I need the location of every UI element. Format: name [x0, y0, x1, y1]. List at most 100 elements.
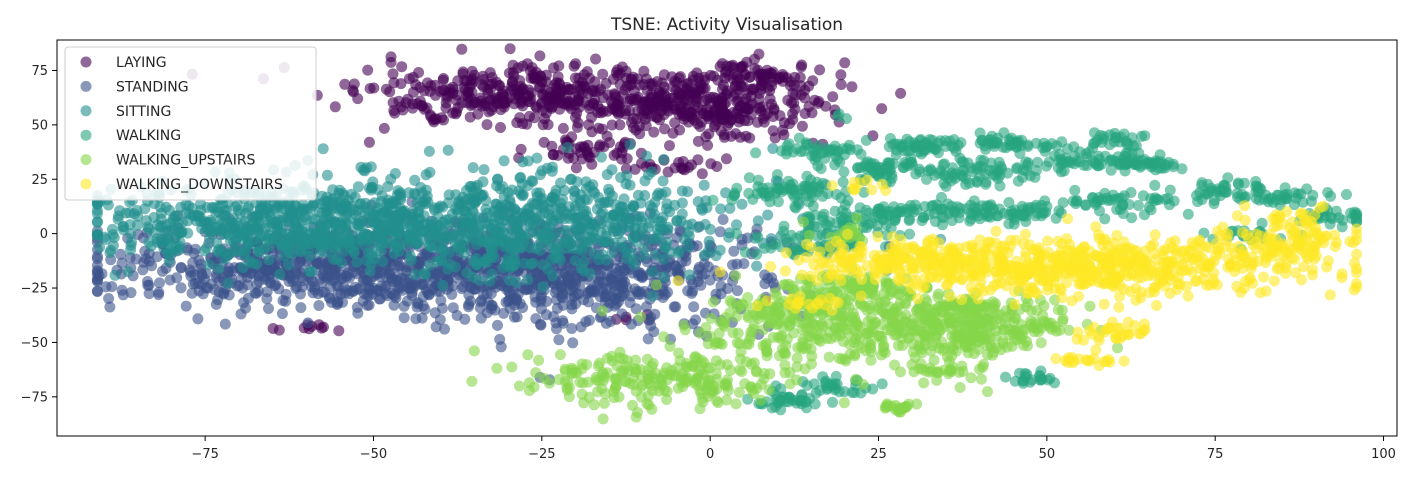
series-walking [707, 108, 1363, 416]
data-point [171, 272, 183, 284]
data-point [263, 303, 274, 314]
data-point [939, 169, 951, 181]
data-point [274, 268, 286, 280]
data-point [536, 97, 547, 109]
data-point [1053, 154, 1065, 166]
data-point [647, 202, 659, 214]
data-point [91, 208, 103, 220]
data-point [733, 386, 745, 398]
data-point [547, 149, 559, 161]
data-point [389, 290, 401, 302]
data-point [553, 374, 565, 385]
data-point [687, 318, 699, 330]
data-point [443, 189, 455, 201]
data-point [546, 101, 558, 113]
data-point [801, 402, 812, 414]
data-point [263, 254, 275, 266]
data-point [456, 43, 468, 55]
data-point [884, 133, 896, 144]
data-point [531, 152, 543, 164]
data-point [374, 285, 386, 297]
data-point [361, 255, 372, 267]
data-point [534, 318, 546, 330]
data-point [436, 302, 448, 314]
data-point [527, 215, 539, 227]
data-point [1126, 212, 1138, 224]
data-point [180, 300, 192, 312]
data-point [537, 259, 549, 271]
data-point [594, 357, 605, 369]
data-point [595, 235, 607, 247]
data-point [635, 364, 647, 376]
data-point [596, 383, 608, 395]
data-point [143, 236, 155, 248]
data-point [976, 134, 988, 146]
data-point [715, 203, 727, 215]
data-point [956, 155, 968, 167]
data-point [630, 354, 641, 366]
data-point [350, 205, 362, 216]
data-point [603, 187, 615, 199]
data-point [438, 73, 449, 84]
data-point [148, 212, 160, 223]
data-point [480, 203, 492, 215]
data-point [838, 166, 850, 178]
data-point [576, 153, 588, 165]
data-point [1029, 171, 1041, 183]
data-point [385, 51, 397, 63]
data-point [650, 249, 662, 261]
data-point [689, 84, 701, 96]
data-point [625, 318, 637, 330]
data-point [210, 298, 222, 310]
data-point [1263, 196, 1274, 208]
data-point [829, 159, 841, 171]
data-point [409, 174, 421, 186]
data-point [698, 249, 710, 261]
data-point [485, 288, 497, 299]
data-point [276, 308, 288, 320]
series-walking-upstairs [466, 212, 1123, 425]
data-point [428, 277, 440, 288]
data-point [148, 227, 160, 239]
data-point [594, 198, 606, 209]
data-point [623, 365, 635, 377]
data-point [600, 78, 612, 89]
data-point [841, 113, 852, 125]
data-point [331, 297, 343, 309]
data-point [751, 260, 763, 272]
data-point [722, 88, 734, 100]
data-point [631, 113, 643, 125]
data-point [459, 194, 471, 206]
data-point [499, 241, 510, 253]
data-point [1176, 163, 1188, 175]
data-point [163, 255, 175, 267]
data-point [651, 279, 662, 291]
data-point [960, 179, 972, 190]
data-point [888, 158, 900, 170]
data-point [587, 247, 599, 259]
data-point [846, 81, 858, 93]
data-point [240, 245, 252, 257]
data-point [648, 126, 660, 138]
data-point [734, 364, 746, 376]
data-point [570, 143, 582, 155]
data-point [219, 209, 231, 221]
data-point [1118, 128, 1130, 140]
data-point [438, 85, 450, 97]
data-point [714, 226, 726, 238]
data-point [616, 290, 628, 302]
data-point [790, 232, 802, 244]
data-point [601, 367, 613, 379]
data-point [507, 76, 518, 88]
data-point [620, 212, 632, 224]
data-point [91, 229, 103, 241]
data-point [906, 159, 918, 170]
data-point [593, 276, 605, 288]
data-point [788, 184, 800, 196]
data-point [634, 128, 646, 140]
data-point [163, 246, 175, 258]
data-point [718, 129, 730, 141]
data-point [395, 78, 407, 90]
data-point [348, 247, 360, 259]
